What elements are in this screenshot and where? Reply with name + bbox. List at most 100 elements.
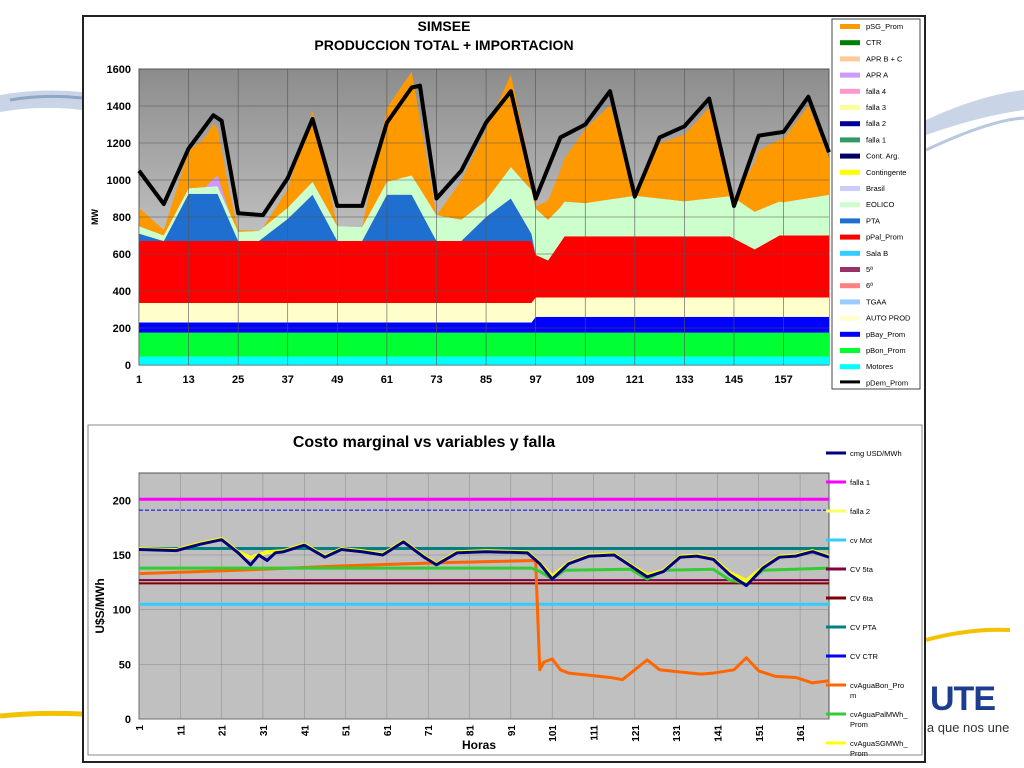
x-tick-label: 61: [381, 374, 393, 386]
area-psg-prom: [139, 71, 829, 236]
area-pbon-prom: [139, 332, 829, 357]
x-tick-label: 97: [530, 374, 542, 386]
legend-item: cvAguaSGMWh_ Prom: [850, 739, 908, 758]
x-tick-label: 41: [300, 725, 311, 737]
line-pdem-prom: [137, 83, 831, 218]
legend-item: pPal_Prom: [866, 233, 903, 242]
legend-swatch: [840, 315, 860, 321]
legend-swatch: [840, 202, 860, 208]
legend-item: falla 2: [866, 119, 886, 128]
y-tick-label: 200: [113, 323, 131, 335]
legend-item: CV CTR: [850, 652, 879, 661]
area-pta: [139, 193, 829, 261]
legend-item: APR B + C: [866, 54, 903, 63]
y-tick-label: 0: [125, 714, 131, 726]
legend-swatch: [840, 380, 860, 384]
y-tick-label: 600: [113, 249, 131, 261]
legend-item: PTA: [866, 216, 880, 225]
x-tick-label: 157: [774, 374, 792, 386]
legend-swatch: [840, 364, 860, 370]
y-tick-label: 50: [119, 659, 131, 671]
legend-item: cv Mot: [850, 536, 873, 545]
x-tick-label: 141: [713, 725, 724, 742]
x-axis-label: Horas: [462, 738, 496, 752]
chart-title: SIMSEE: [418, 18, 471, 34]
legend-item: Contingente: [866, 168, 906, 177]
legend-item: TGAA: [866, 297, 886, 306]
y-tick-label: 150: [113, 550, 131, 562]
legend-item: pSG_Prom: [866, 22, 903, 31]
y-tick-label: 200: [113, 495, 131, 507]
area-ppal-prom: [139, 235, 829, 304]
legend-item: cmg USD/MWh: [850, 449, 902, 458]
x-tick-label: 49: [331, 374, 343, 386]
line-cmg-usd-mwh: [138, 538, 830, 588]
x-tick-label: 121: [626, 374, 644, 386]
legend-item: CV 6ta: [850, 594, 874, 603]
legend-swatch: [840, 250, 860, 256]
x-tick-label: 25: [232, 374, 244, 386]
legend-swatch: [840, 283, 860, 289]
legend-swatch: [840, 169, 860, 175]
plot-area: [138, 472, 830, 720]
legend-swatch: [840, 299, 860, 305]
area-auto-prod: [139, 297, 829, 323]
production-chart: SIMSEE PRODUCCION TOTAL + IMPORTACION 0 200…: [90, 18, 921, 390]
x-tick-label: 133: [675, 374, 693, 386]
legend-item: falla 4: [866, 87, 886, 96]
x-tick-label: 21: [218, 725, 229, 737]
area-eolico: [139, 167, 829, 261]
legend-swatch: [840, 24, 860, 29]
x-tick-label: 61: [383, 725, 394, 737]
legend-swatch: [840, 186, 860, 191]
legend-item: CV 5ta: [850, 565, 874, 574]
x-tick-label: 1: [136, 374, 142, 386]
x-tick-label: 109: [576, 374, 594, 386]
legend-swatch: [840, 72, 860, 78]
legend-swatch: [840, 40, 860, 46]
y-tick-label: 800: [113, 212, 131, 224]
x-tick-label: 11: [176, 725, 187, 736]
x-tick-label: 31: [259, 725, 270, 737]
legend-swatch: [840, 153, 860, 159]
legend-swatch: [840, 105, 860, 110]
legend-item: EOLICO: [866, 200, 895, 209]
legend-swatch: [840, 331, 860, 337]
legend-item: falla 1: [866, 135, 886, 144]
legend-item: CV PTA: [850, 623, 877, 632]
legend-swatch: [840, 121, 860, 127]
legend-item: AUTO PROD: [866, 314, 911, 323]
y-tick-label: 100: [113, 605, 131, 617]
legend-swatch: [840, 267, 860, 272]
legend-item: falla 2: [850, 507, 870, 516]
y-tick-label: 400: [113, 286, 131, 298]
legend-item: Motores: [866, 362, 893, 371]
x-tick-label: 121: [631, 725, 642, 742]
x-tick-label: 151: [755, 725, 766, 742]
legend-item: pDem_Prom: [866, 378, 908, 387]
chart-title: Costo marginal vs variables y falla: [293, 434, 555, 451]
y-axis-label: U$S/MWh: [93, 578, 107, 633]
x-tick-label: 85: [480, 374, 492, 386]
x-tick-label: 101: [548, 725, 559, 742]
x-tick-label: 81: [466, 725, 477, 737]
x-tick-label: 145: [725, 374, 743, 386]
x-tick-label: 13: [182, 374, 194, 386]
legend-item: Cont. Arg.: [866, 152, 899, 161]
legend-swatch: [840, 137, 860, 143]
y-axis-label: MW: [90, 209, 100, 225]
legend-item: pBon_Prom: [866, 346, 906, 355]
x-tick-label: 73: [430, 374, 442, 386]
legend-item: Sala B: [866, 249, 888, 258]
legend-swatch: [840, 56, 860, 62]
legend-item: APR A: [866, 71, 888, 80]
x-tick-label: 37: [282, 374, 294, 386]
x-tick-label: 161: [796, 725, 807, 742]
x-tick-label: 71: [424, 725, 435, 737]
legend-swatch: [840, 234, 860, 240]
line-cvaguapalmwh-prom: [139, 566, 830, 585]
line-cvaguabon-prom: [138, 558, 830, 685]
y-tick-label: 1400: [107, 101, 131, 113]
ute-logo: UTE: [930, 680, 996, 718]
y-tick-label: 1000: [107, 175, 131, 187]
